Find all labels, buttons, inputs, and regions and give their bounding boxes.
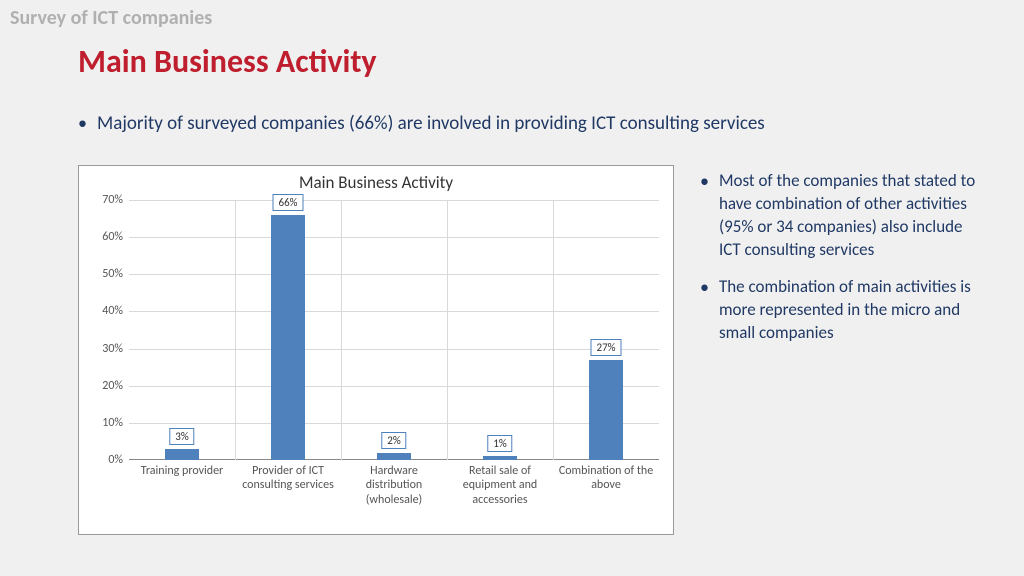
- y-tick-label: 10%: [102, 416, 129, 430]
- side-bullets: • Most of the companies that stated to h…: [700, 170, 980, 345]
- bar-value-label: 66%: [272, 194, 303, 211]
- y-tick-label: 60%: [102, 230, 129, 244]
- bar-group: 3%: [129, 200, 235, 460]
- y-tick-label: 40%: [102, 304, 129, 318]
- y-tick-label: 20%: [102, 379, 129, 393]
- x-tick-label: Hardware distribution (wholesale): [341, 464, 447, 507]
- top-bullet: • Majority of surveyed companies (66%) a…: [78, 112, 958, 137]
- y-tick-label: 50%: [102, 267, 129, 281]
- bar-value-label: 3%: [169, 428, 194, 445]
- x-tick-label: Provider of ICT consulting services: [235, 464, 341, 507]
- bar: 2%: [377, 453, 411, 460]
- bar: 1%: [483, 456, 517, 460]
- bar: 66%: [271, 215, 305, 460]
- page-header: Survey of ICT companies: [10, 6, 212, 30]
- bar: 3%: [165, 449, 199, 460]
- chart-plot-area: 0%10%20%30%40%50%60%70%3%66%2%1%27%: [129, 200, 659, 460]
- side-bullet-item: • The combination of main activities is …: [700, 276, 980, 345]
- y-tick-label: 70%: [102, 193, 129, 207]
- bar-group: 66%: [235, 200, 341, 460]
- bar-value-label: 2%: [381, 432, 406, 449]
- bar-group: 1%: [447, 200, 553, 460]
- bar-group: 2%: [341, 200, 447, 460]
- bullet-dot-icon: •: [700, 170, 709, 193]
- page-title: Main Business Activity: [78, 42, 377, 81]
- y-tick-label: 0%: [108, 453, 129, 467]
- top-bullet-text: Majority of surveyed companies (66%) are…: [97, 112, 765, 137]
- bar-value-label: 27%: [590, 339, 621, 356]
- bar-group: 27%: [553, 200, 659, 460]
- x-tick-label: Combination of the above: [553, 464, 659, 507]
- chart-title: Main Business Activity: [79, 172, 673, 193]
- bar: 27%: [589, 360, 623, 460]
- x-axis-labels: Training providerProvider of ICT consult…: [129, 464, 659, 507]
- side-bullet-item: • Most of the companies that stated to h…: [700, 170, 980, 262]
- chart-container: Main Business Activity 0% 10% 20% 30% 40% 50%…: [78, 165, 674, 535]
- bar-value-label: 1%: [487, 435, 512, 452]
- y-tick-label: 30%: [102, 342, 129, 356]
- side-bullet-text: The combination of main activities is mo…: [719, 276, 980, 345]
- x-tick-label: Retail sale of equipment and accessories: [447, 464, 553, 507]
- x-tick-label: Training provider: [129, 464, 235, 507]
- side-bullet-text: Most of the companies that stated to hav…: [719, 170, 980, 262]
- bullet-dot-icon: •: [78, 112, 87, 135]
- bullet-dot-icon: •: [700, 276, 709, 299]
